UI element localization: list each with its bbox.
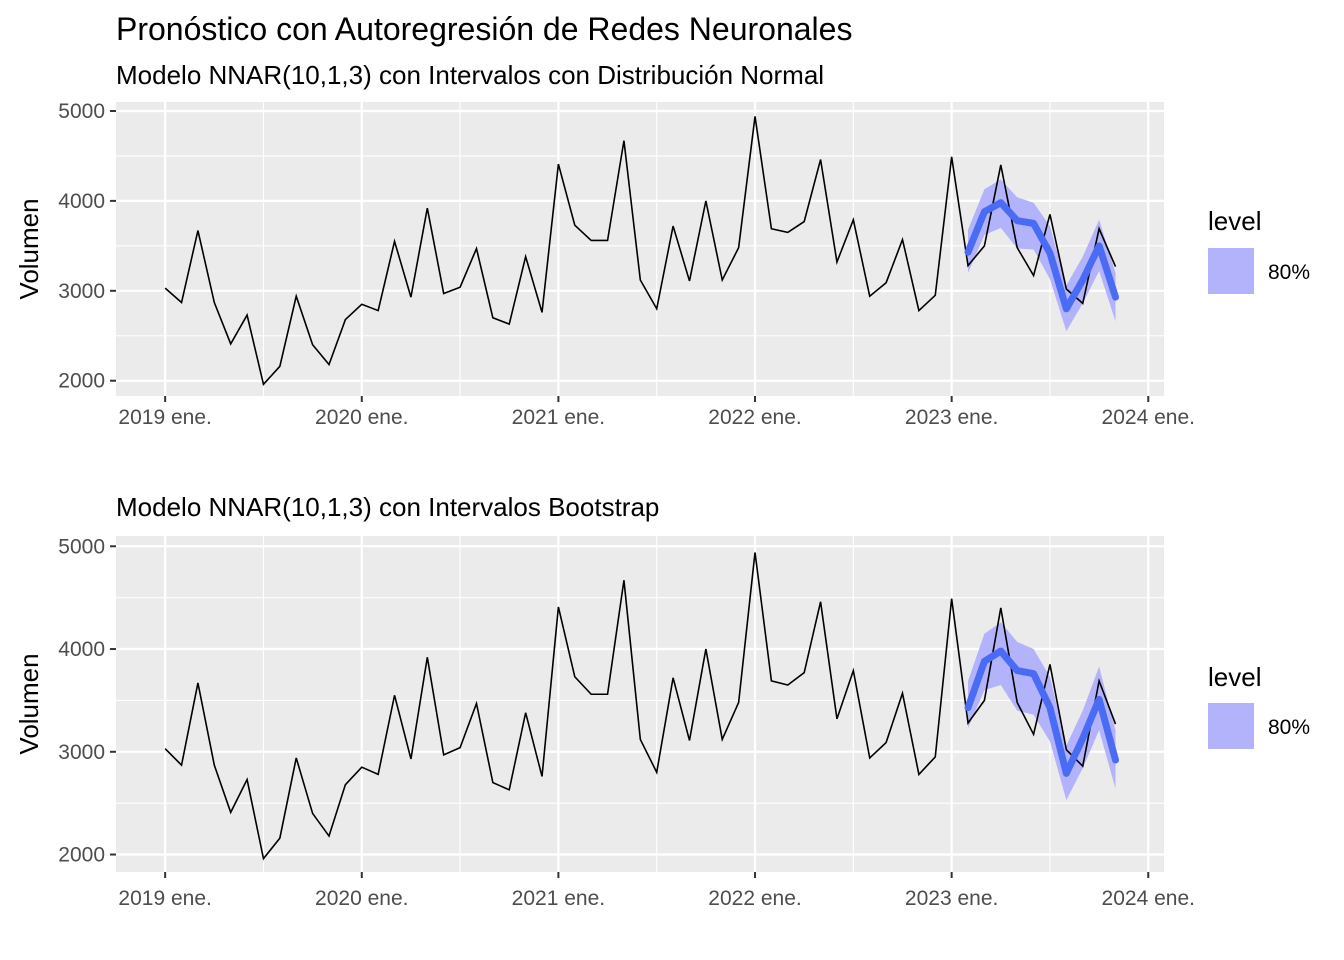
chart-panel-2: Modelo NNAR(10,1,3) con Intervalos Boots… xyxy=(14,492,1310,910)
legend: level 80% xyxy=(1208,662,1310,749)
x-tick-label: 2019 ene. xyxy=(118,406,211,429)
chart-subtitle: Modelo NNAR(10,1,3) con Intervalos con D… xyxy=(116,60,824,90)
x-tick-label: 2020 ene. xyxy=(315,406,408,429)
legend-title: level xyxy=(1208,206,1261,236)
legend-key-80 xyxy=(1208,248,1254,294)
y-tick-label: 5000 xyxy=(58,100,105,123)
legend-label: 80% xyxy=(1268,716,1310,739)
x-tick-label: 2021 ene. xyxy=(512,406,605,429)
chart-subtitle: Modelo NNAR(10,1,3) con Intervalos Boots… xyxy=(116,492,659,522)
legend-label: 80% xyxy=(1268,261,1310,284)
forecast-mean-line xyxy=(964,647,1119,777)
forecast-mean-line xyxy=(964,199,1119,313)
legend-title: level xyxy=(1208,662,1261,692)
plot-background xyxy=(116,536,1164,872)
legend: level 80% xyxy=(1208,206,1310,294)
actual-series-line xyxy=(164,116,1117,386)
chart-panel-1: Modelo NNAR(10,1,3) con Intervalos con D… xyxy=(14,60,1310,429)
figure-title: Pronóstico con Autoregresión de Redes Ne… xyxy=(116,11,852,47)
y-tick-label: 4000 xyxy=(58,190,105,213)
x-tick-label: 2024 ene. xyxy=(1102,887,1195,910)
y-tick-label: 2000 xyxy=(58,844,105,867)
x-tick-label: 2021 ene. xyxy=(512,887,605,910)
x-tick-label: 2023 ene. xyxy=(905,887,998,910)
y-tick-label: 3000 xyxy=(58,741,105,764)
x-tick-label: 2019 ene. xyxy=(118,887,211,910)
x-tick-label: 2023 ene. xyxy=(905,406,998,429)
y-tick-label: 4000 xyxy=(58,638,105,661)
plot-background xyxy=(116,102,1164,396)
y-axis-label: Volumen xyxy=(14,198,44,299)
y-axis-label: Volumen xyxy=(14,653,44,754)
x-tick-label: 2022 ene. xyxy=(708,406,801,429)
actual-series-line xyxy=(164,552,1117,861)
y-tick-label: 5000 xyxy=(58,535,105,558)
x-tick-label: 2024 ene. xyxy=(1102,406,1195,429)
y-tick-label: 3000 xyxy=(58,280,105,303)
chart-panels: Modelo NNAR(10,1,3) con Intervalos con D… xyxy=(14,60,1310,910)
interval-band-80 xyxy=(968,622,1116,801)
legend-key-80 xyxy=(1208,703,1254,749)
x-tick-label: 2022 ene. xyxy=(708,887,801,910)
x-tick-label: 2020 ene. xyxy=(315,887,408,910)
y-tick-label: 2000 xyxy=(58,370,105,393)
